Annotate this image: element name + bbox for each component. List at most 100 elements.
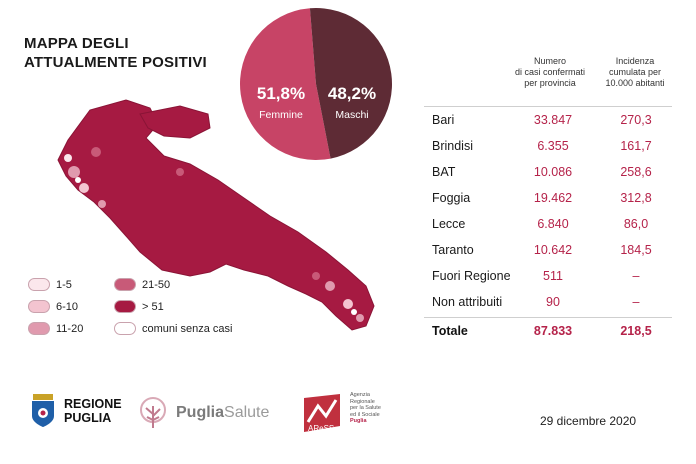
aress-desc: Agenzia Regionale per la Salute ed il So… [350, 392, 410, 425]
header-incidence: Incidenza cumulata per 10.000 abitanti [592, 56, 678, 89]
legend-item-1-5: 1-5 [28, 278, 72, 291]
regione-shield-icon [32, 394, 54, 427]
table-row-total: Totale 87.833 218,5 [424, 318, 672, 344]
puglia-map [30, 80, 390, 340]
header-cases-line: di casi confermati [514, 67, 586, 77]
row-name: Foggia [432, 191, 471, 205]
table-body: Bari 33.847 270,3 Brindisi 6.355 161,7 BAT 10.0… [424, 107, 672, 315]
region-shape [57, 99, 375, 331]
legend-label: 21-50 [142, 278, 171, 291]
row-name: Totale [432, 324, 468, 338]
row-name: BAT [432, 165, 456, 179]
row-incidence: – [632, 295, 640, 309]
municipality-none-1 [75, 177, 81, 183]
legend-item-21-50: 21-50 [114, 278, 170, 291]
legend-item-over-51: > 51 [114, 300, 164, 313]
aress-mark-icon: AReSS [304, 394, 340, 433]
legend-label: > 51 [142, 300, 164, 313]
municipality-none-2 [351, 309, 357, 315]
gender-pie-svg [240, 7, 393, 160]
regione-line-1: REGIONE [64, 397, 122, 411]
row-incidence: 312,8 [620, 191, 652, 205]
map-legend: 1-5 6-10 11-20 21-50 > 51 comuni senza c… [28, 278, 268, 338]
female-name: Femmine [259, 109, 303, 121]
regione-text: REGIONE PUGLIA [64, 397, 122, 425]
legend-item-6-10: 6-10 [28, 300, 78, 313]
footer: REGIONE PUGLIA PugliaSalute AReSS Agenzi… [0, 388, 696, 448]
row-cases: 90 [546, 295, 560, 309]
male-name: Maschi [335, 109, 369, 121]
row-incidence: 270,3 [620, 113, 652, 127]
municipality-low-7 [343, 299, 353, 309]
row-incidence: 218,5 [620, 324, 652, 338]
pie-slice-male [309, 7, 393, 159]
puglia-map-svg [57, 99, 375, 331]
row-name: Brindisi [432, 139, 473, 153]
province-table: Numero di casi confermati per provincia … [424, 56, 672, 344]
table-row: Brindisi 6.355 161,7 [424, 133, 672, 159]
row-incidence: 161,7 [620, 139, 652, 153]
header-incidence-line: cumulata per [608, 67, 662, 77]
legend-label: comuni senza casi [142, 322, 233, 335]
tree-icon [140, 397, 166, 428]
title-line-1: MAPPA DEGLI [24, 35, 129, 52]
municipality-low-3 [91, 147, 101, 157]
aress-logo: AReSS Agenzia Regionale per la Salute ed… [300, 392, 410, 434]
pie-slice-female [240, 8, 331, 160]
aress-mark-text: AReSS [308, 424, 334, 433]
municipality-low-1 [68, 166, 80, 178]
legend-swatch [114, 300, 136, 313]
row-incidence: 258,6 [620, 165, 652, 179]
female-label: 51,8% Femmine [244, 84, 318, 122]
row-name: Fuori Regione [432, 269, 511, 283]
header-incidence-line: Incidenza [615, 56, 655, 66]
table-row: Bari 33.847 270,3 [424, 107, 672, 133]
gender-pie-chart: 51,8% Femmine 48,2% Maschi [238, 6, 394, 162]
regione-puglia-logo: REGIONE PUGLIA [30, 394, 122, 428]
row-name: Lecce [432, 217, 466, 231]
table-row: BAT 10.086 258,6 [424, 159, 672, 185]
regione-line-2: PUGLIA [64, 411, 112, 425]
page-title: MAPPA DEGLI ATTUALMENTE POSITIVI [24, 34, 207, 72]
aress-desc-line: Regionale [350, 398, 375, 405]
table-row: Fuori Regione 511 – [424, 263, 672, 289]
municipality-low-2 [79, 183, 89, 193]
row-cases: 511 [543, 269, 563, 283]
female-pct: 51,8% [256, 84, 306, 103]
aress-desc-line: ed il Sociale [350, 411, 380, 418]
pugliasalute-logo: PugliaSalute [136, 396, 269, 430]
municipality-low-10 [176, 168, 184, 176]
header-cases-line: Numero [533, 56, 566, 66]
row-name: Taranto [432, 243, 474, 257]
row-cases: 10.642 [533, 243, 573, 257]
legend-swatch [28, 300, 50, 313]
title-line-2: ATTUALMENTE POSITIVI [24, 54, 207, 71]
row-cases: 6.355 [537, 139, 569, 153]
legend-label: 1-5 [56, 278, 72, 291]
municipality-low-4 [64, 154, 72, 162]
male-pct: 48,2% [327, 84, 377, 103]
row-cases: 33.847 [533, 113, 573, 127]
header-divider [424, 106, 672, 107]
row-name: Bari [432, 113, 455, 127]
header-incidence-line: 10.000 abitanti [605, 78, 665, 88]
municipality-low-5 [98, 200, 106, 208]
aress-region: Puglia [350, 418, 367, 424]
row-incidence: 86,0 [623, 217, 649, 231]
legend-swatch [28, 278, 50, 291]
legend-label: 11-20 [56, 322, 84, 335]
legend-label: 6-10 [56, 300, 79, 313]
pugliasalute-bold: Puglia [176, 404, 225, 421]
row-incidence: – [632, 269, 640, 283]
row-cases: 19.462 [533, 191, 573, 205]
table-row: Non attribuiti 90 – [424, 289, 672, 315]
table-row: Foggia 19.462 312,8 [424, 185, 672, 211]
municipality-low-6 [325, 281, 335, 291]
header-cases-line: per provincia [524, 78, 576, 88]
legend-swatch [114, 278, 136, 291]
municipality-low-8 [356, 314, 364, 322]
table-row: Lecce 6.840 86,0 [424, 211, 672, 237]
pugliasalute-light: Salute [224, 404, 270, 421]
aress-desc-line: Agenzia [350, 392, 370, 398]
pugliasalute-text: PugliaSalute [176, 404, 269, 422]
